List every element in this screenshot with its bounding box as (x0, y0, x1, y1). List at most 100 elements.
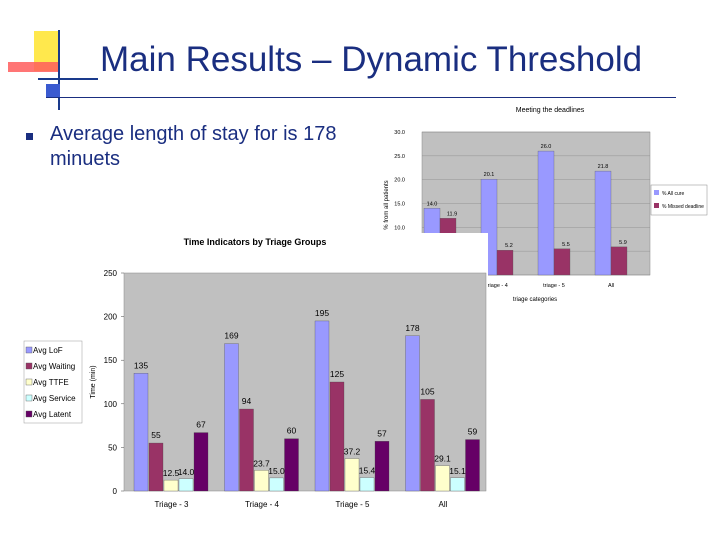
deadline-bar-missed-deadline-triage-5 (553, 248, 571, 276)
deadlines-y-axis-label: % from all patients (384, 180, 390, 229)
time-labels: 135 55 12.514.0 67 Triage - 3 169 94 23.715.0 60… (104, 269, 478, 509)
deadline-label-missed-deadline-triage-4: 5.2 (505, 243, 513, 249)
deadlines-x-tick-all: All (608, 283, 614, 289)
deadlines-legend-box (650, 184, 708, 216)
legend-swatch-avg-ttfe (25, 378, 33, 386)
bar-avg-ttfe-all (435, 465, 450, 492)
bar-avg-latent-triage-3 (193, 432, 209, 492)
slide-title: Main Results – Dynamic Threshold (100, 40, 643, 79)
legend-swatch-avg-waiting (25, 362, 33, 370)
bar-avg-service-triage-5 (359, 477, 375, 492)
time-y-axis-label: Time (min) (90, 365, 97, 398)
data-label-avg-lof-all: 178 (405, 323, 419, 333)
data-label-avg-latent-all: 59 (468, 427, 478, 437)
y-tick-0: 0 (113, 487, 118, 496)
time-bars (133, 320, 480, 492)
data-label-avg-ttfe-triage-5: 37.2 (344, 447, 361, 457)
bar-avg-waiting-all (420, 399, 435, 492)
bullet-marker (26, 133, 33, 140)
y-tick-50: 50 (108, 443, 117, 452)
bar-avg-ttfe-triage-5 (344, 458, 360, 492)
x-tick-triage-3: Triage - 3 (155, 500, 189, 509)
deadlines-x-tick-triage-4: triage - 4 (486, 283, 508, 289)
data-label-avg-waiting-all: 105 (420, 386, 434, 396)
deadline-label-missed-deadline-triage-3: 11.9 (447, 211, 457, 217)
data-label-avg-latent-triage-4: 60 (287, 426, 297, 436)
x-tick-triage-5: Triage - 5 (336, 500, 370, 509)
deadlines-x-tick-triage-5: triage - 5 (543, 283, 565, 289)
legend-label-all-cure: % All cure (662, 191, 684, 197)
deadline-label-missed-deadline-all: 5.9 (619, 240, 627, 246)
data-label-avg-latent-triage-5: 57 (377, 428, 387, 438)
deadlines-y-tick-30-0: 30.0 (394, 130, 405, 136)
bar-avg-waiting-triage-3 (148, 442, 164, 492)
data-label-avg-service-triage-4: 15.0 (268, 466, 285, 476)
time-chart-title: Time Indicators by Triage Groups (184, 237, 327, 247)
data-label-avg-ttfe-triage-3: 12.5 (163, 468, 180, 478)
time-legend: Avg LoF Avg Waiting Avg TTFE Avg Service… (23, 340, 83, 424)
deadline-label-all-cure-triage-3: 14.0 (427, 201, 438, 207)
deadline-label-missed-deadline-triage-5: 5.5 (562, 242, 570, 248)
deadline-label-all-cure-triage-4: 20.1 (484, 172, 495, 178)
legend-swatch-avg-service (25, 394, 33, 402)
deadlines-y-tick-20-0: 20.0 (394, 178, 405, 184)
data-label-avg-ttfe-all: 29.1 (434, 454, 451, 464)
deadlines-y-tick-15-0: 15.0 (394, 202, 405, 208)
data-label-avg-waiting-triage-4: 94 (242, 396, 252, 406)
bar-avg-ttfe-triage-3 (163, 479, 179, 492)
legend-label-avg-waiting: Avg Waiting (33, 362, 75, 371)
deadline-label-all-cure-all: 21.8 (598, 164, 609, 170)
legend-label-avg-latent: Avg Latent (33, 410, 72, 419)
data-label-avg-service-triage-5: 15.4 (359, 466, 376, 476)
data-label-avg-waiting-triage-3: 55 (151, 430, 161, 440)
y-tick-150: 150 (104, 356, 118, 365)
legend-label-avg-service: Avg Service (33, 394, 76, 403)
bar-avg-latent-triage-5 (374, 441, 390, 492)
bar-avg-lof-all (405, 335, 420, 492)
bar-avg-service-triage-4 (269, 477, 284, 492)
legend-label-avg-ttfe: Avg TTFE (33, 378, 69, 387)
bullet-text: Average length of stay for is 178 minuet… (50, 123, 337, 170)
bar-avg-latent-all (465, 439, 480, 492)
data-label-avg-service-triage-3: 14.0 (178, 467, 195, 477)
deadline-bar-all-cure-all (594, 170, 612, 276)
deadlines-x-axis-label: triage categories (513, 297, 557, 303)
data-label-avg-latent-triage-3: 67 (196, 420, 206, 430)
deadline-bar-missed-deadline-all (610, 246, 628, 276)
deadlines-y-tick-10-0: 10.0 (394, 225, 405, 231)
bar-avg-service-all (450, 477, 465, 492)
legend-label-missed-deadline: % Missed deadline (662, 204, 704, 210)
data-label-avg-ttfe-triage-4: 23.7 (253, 458, 270, 468)
legend-swatch-avg-latent (25, 410, 33, 418)
data-label-avg-service-all: 15.1 (449, 466, 466, 476)
bar-avg-service-triage-3 (178, 478, 194, 492)
deadline-label-all-cure-triage-5: 26.0 (541, 144, 552, 150)
bar-avg-waiting-triage-5 (329, 381, 345, 492)
decor-blue-square (46, 84, 60, 98)
y-tick-200: 200 (104, 313, 118, 322)
decor-horizontal-line (38, 78, 98, 80)
data-label-avg-waiting-triage-5: 125 (330, 369, 344, 379)
time-legend-box (23, 340, 83, 424)
x-tick-all: All (439, 500, 448, 509)
legend-swatch-avg-lof (25, 346, 33, 354)
data-label-avg-lof-triage-5: 195 (315, 308, 329, 318)
bar-avg-lof-triage-4 (224, 343, 239, 492)
deadlines-y-tick-25-0: 25.0 (394, 154, 405, 160)
legend-swatch-missed-deadline (654, 203, 659, 208)
y-tick-100: 100 (104, 400, 118, 409)
bar-avg-waiting-triage-4 (239, 408, 254, 492)
x-tick-triage-4: Triage - 4 (245, 500, 279, 509)
data-label-avg-lof-triage-4: 169 (224, 331, 238, 341)
bar-avg-latent-triage-4 (284, 438, 299, 492)
time-indicators-chart: Time Indicators by Triage Groups 135 55 12… (20, 233, 488, 520)
bar-avg-lof-triage-3 (133, 373, 149, 492)
data-label-avg-lof-triage-3: 135 (134, 360, 148, 370)
bar-avg-ttfe-triage-4 (254, 470, 269, 492)
decor-vertical-line (58, 30, 60, 110)
y-tick-250: 250 (104, 269, 118, 278)
bar-avg-lof-triage-5 (314, 320, 330, 492)
deadline-bar-all-cure-triage-5 (537, 150, 555, 276)
legend-label-avg-lof: Avg LoF (33, 346, 63, 355)
